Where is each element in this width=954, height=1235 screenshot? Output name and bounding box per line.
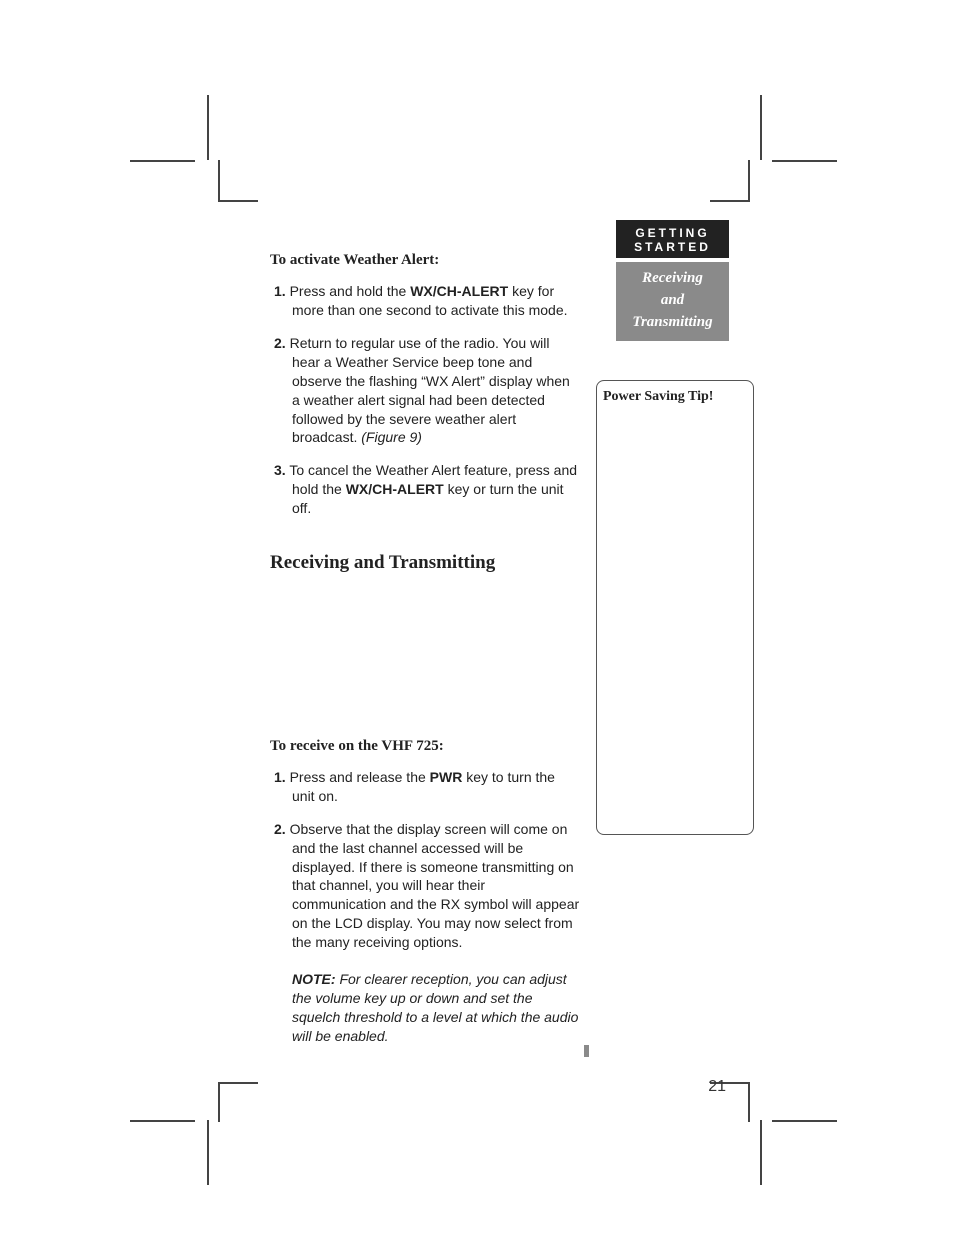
section-tab-line: and bbox=[661, 292, 684, 308]
crop-mark bbox=[218, 1082, 220, 1122]
list-item: 3. To cancel the Weather Alert feature, … bbox=[292, 461, 580, 518]
key-name: WX/CH-ALERT bbox=[410, 283, 508, 299]
section-tab-line: Transmitting bbox=[632, 314, 712, 330]
step-text: Return to regular use of the radio. You … bbox=[290, 335, 570, 445]
key-name: PWR bbox=[430, 769, 463, 785]
chapter-tab: GETTING STARTED bbox=[616, 220, 729, 258]
page-number: 21 bbox=[708, 1078, 726, 1096]
crop-mark bbox=[760, 1120, 762, 1185]
figure-ref: (Figure 9) bbox=[361, 429, 422, 445]
crop-mark bbox=[218, 160, 220, 200]
note-block: NOTE: For clearer reception, you can adj… bbox=[292, 970, 580, 1046]
step-number: 2. bbox=[274, 821, 286, 837]
crop-mark bbox=[207, 95, 209, 160]
step-text: Observe that the display screen will com… bbox=[290, 821, 580, 950]
crop-mark bbox=[760, 95, 762, 160]
step-text: Press and hold the bbox=[290, 283, 411, 299]
crop-mark bbox=[748, 160, 750, 200]
step-number: 2. bbox=[274, 335, 286, 351]
crop-mark bbox=[218, 1082, 258, 1084]
step-number: 3. bbox=[274, 462, 286, 478]
subheading: To receive on the VHF 725: bbox=[270, 736, 580, 756]
crop-mark bbox=[748, 1082, 750, 1122]
crop-mark bbox=[772, 1120, 837, 1122]
step-list: 1. Press and hold the WX/CH-ALERT key fo… bbox=[270, 282, 580, 518]
crop-mark bbox=[218, 200, 258, 202]
crop-mark bbox=[130, 1120, 195, 1122]
list-item: 1. Press and hold the WX/CH-ALERT key fo… bbox=[292, 282, 580, 320]
gutter-mark bbox=[584, 1045, 589, 1057]
step-number: 1. bbox=[274, 283, 286, 299]
subheading: To activate Weather Alert: bbox=[270, 250, 580, 270]
note-label: NOTE: bbox=[292, 971, 336, 987]
crop-mark bbox=[710, 200, 750, 202]
chapter-tab-line: GETTING bbox=[635, 226, 709, 240]
tip-box: Power Saving Tip! bbox=[596, 380, 754, 835]
crop-mark bbox=[130, 160, 195, 162]
section-tab: Receiving and Transmitting bbox=[616, 262, 729, 341]
chapter-tab-line: STARTED bbox=[634, 240, 711, 254]
section-tab-line: Receiving bbox=[642, 270, 703, 286]
step-number: 1. bbox=[274, 769, 286, 785]
key-name: WX/CH-ALERT bbox=[346, 481, 444, 497]
crop-mark bbox=[772, 160, 837, 162]
body-column: To activate Weather Alert: 1. Press and … bbox=[270, 250, 580, 1046]
list-item: 1. Press and release the PWR key to turn… bbox=[292, 768, 580, 806]
list-item: 2. Return to regular use of the radio. Y… bbox=[292, 334, 580, 447]
note-text: For clearer reception, you can adjust th… bbox=[292, 971, 578, 1044]
step-text: Press and release the bbox=[290, 769, 430, 785]
step-list: 1. Press and release the PWR key to turn… bbox=[270, 768, 580, 952]
manual-page: GETTING STARTED Receiving and Transmitti… bbox=[0, 0, 954, 1235]
crop-mark bbox=[207, 1120, 209, 1185]
list-item: 2. Observe that the display screen will … bbox=[292, 820, 580, 952]
section-title: Receiving and Transmitting bbox=[270, 550, 580, 576]
tip-title: Power Saving Tip! bbox=[603, 389, 713, 404]
